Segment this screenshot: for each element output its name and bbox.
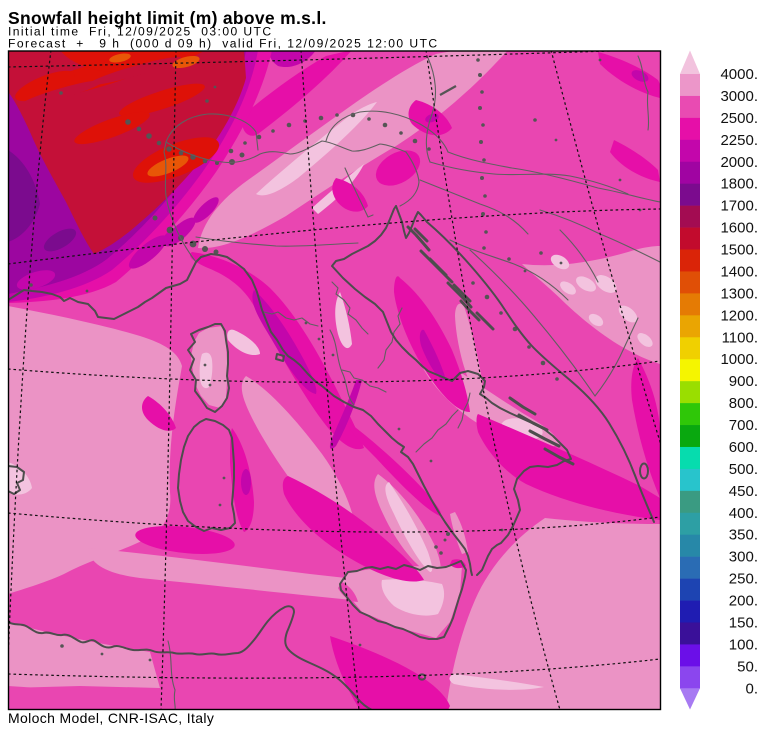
svg-text:1700.: 1700. xyxy=(720,198,758,215)
svg-text:Snowfall height limit (m) abov: Snowfall height limit (m) above m.s.l. xyxy=(8,8,327,28)
svg-text:4000.: 4000. xyxy=(720,66,758,83)
svg-text:1300.: 1300. xyxy=(720,285,758,302)
svg-text:1600.: 1600. xyxy=(720,220,758,237)
svg-text:700.: 700. xyxy=(729,417,758,434)
svg-text:100.: 100. xyxy=(729,636,758,653)
svg-text:200.: 200. xyxy=(729,593,758,610)
svg-text:150.: 150. xyxy=(729,614,758,631)
svg-text:450.: 450. xyxy=(729,483,758,500)
svg-text:400.: 400. xyxy=(729,505,758,522)
svg-text:3000.: 3000. xyxy=(720,88,758,105)
svg-text:2250.: 2250. xyxy=(720,132,758,149)
svg-text:800.: 800. xyxy=(729,395,758,412)
svg-text:Forecast + 9 h (000 d 09 h: Forecast + 9 h (000 d 09 h) valid Fri, 1… xyxy=(8,36,439,50)
svg-text:50.: 50. xyxy=(737,658,758,675)
svg-text:500.: 500. xyxy=(729,461,758,478)
svg-text:250.: 250. xyxy=(729,571,758,588)
svg-text:900.: 900. xyxy=(729,373,758,390)
svg-text:2500.: 2500. xyxy=(720,110,758,127)
svg-text:350.: 350. xyxy=(729,527,758,544)
svg-text:Moloch Model, CNR-ISAC, Italy: Moloch Model, CNR-ISAC, Italy xyxy=(8,710,214,726)
svg-text:1200.: 1200. xyxy=(720,307,758,324)
svg-text:2000.: 2000. xyxy=(720,154,758,171)
svg-text:0.: 0. xyxy=(745,680,758,697)
svg-text:300.: 300. xyxy=(729,549,758,566)
svg-text:1800.: 1800. xyxy=(720,176,758,193)
svg-text:Initial time Fri, 12/09/2025: Initial time Fri, 12/09/2025 03:00 UTC xyxy=(8,24,273,38)
svg-text:600.: 600. xyxy=(729,439,758,456)
svg-text:1400.: 1400. xyxy=(720,263,758,280)
svg-text:1100.: 1100. xyxy=(722,329,758,346)
svg-text:1000.: 1000. xyxy=(720,351,758,368)
svg-text:1500.: 1500. xyxy=(720,242,758,259)
